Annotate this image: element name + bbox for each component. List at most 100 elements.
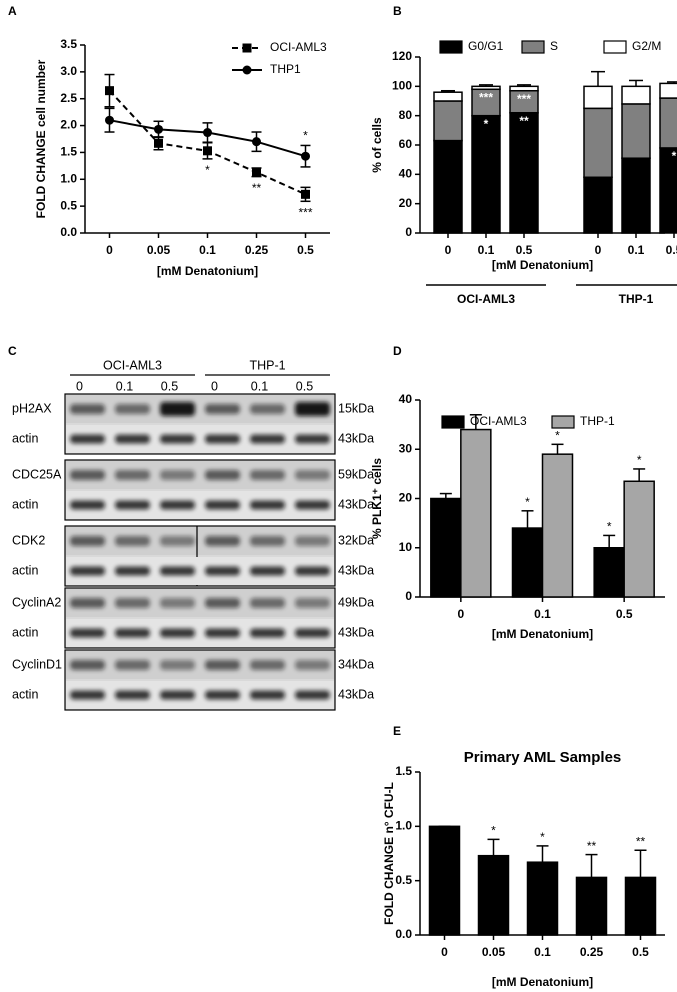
bar [621,157,651,234]
x-tick-label: 0.1 [534,607,551,621]
bar [471,88,501,117]
error-bar [633,468,646,482]
protein-label: actin [12,431,38,445]
blot-band [160,690,195,700]
lane-label: 0.1 [116,379,133,393]
blot-band [160,660,195,670]
y-tick-label: 0.5 [395,873,412,887]
blot-band [205,404,240,414]
significance: * [607,520,612,534]
size-label: 43kDa [338,563,374,577]
y-tick-label: 20 [399,491,413,505]
blot-band [250,628,285,638]
blot-band [295,598,330,608]
y-axis-label: % PLK1⁺ cells [370,458,384,539]
blot-band [205,598,240,608]
legend-label: THP-1 [580,414,615,428]
bar [471,114,501,234]
size-label: 43kDa [338,687,374,701]
blot-band [70,660,105,670]
blot-band [70,536,105,546]
blot-band [160,536,195,546]
x-tick-label: 0.5 [632,945,649,959]
blot-band [295,660,330,670]
x-tick-label: 0.5 [516,243,533,257]
y-tick-label: 0.0 [60,225,77,239]
y-axis-label: FOLD CHANGE n° CFU-L [382,782,396,925]
y-tick-label: 40 [399,392,413,406]
y-tick-label: 2.0 [60,118,77,132]
panel-label: B [393,4,402,18]
error-bar [603,534,616,548]
legend-label: OCI-AML3 [270,40,327,54]
blot-band [205,566,240,576]
protein-label: actin [12,687,38,701]
blot-band [70,566,105,576]
x-tick-label: 0 [106,243,113,257]
blot-band [70,434,105,444]
y-tick-label: 0 [405,589,412,603]
protein-label: CyclinA2 [12,595,61,609]
y-tick-label: 10 [399,540,413,554]
legend-label: THP1 [270,62,301,76]
blot-band [115,536,150,546]
bar [477,854,510,936]
significance: ** [252,181,262,195]
x-tick-label: 0 [595,243,602,257]
blot-band [205,500,240,510]
bar [460,428,492,598]
size-label: 59kDa [338,467,374,481]
bar [430,497,462,598]
x-tick-label: 0.5 [616,607,633,621]
panel-label: D [393,344,402,358]
blot-band [250,470,285,480]
x-tick-label: 0 [441,945,448,959]
size-label: 49kDa [338,595,374,609]
protein-label: CyclinD1 [12,657,62,671]
y-tick-label: 1.5 [395,764,412,778]
y-tick-label: 20 [399,196,413,210]
bar [575,876,608,936]
blot-band [160,402,195,416]
blot-band [250,598,285,608]
blot-band [205,690,240,700]
blot-band [115,500,150,510]
blot-band [115,660,150,670]
marker [301,189,310,199]
x-axis-label: [mM Denatonium] [492,627,593,641]
lane-label: 0.1 [251,379,268,393]
blot-band [295,434,330,444]
y-axis-label: FOLD CHANGE cell number [34,59,48,218]
legend-label: S [550,39,558,53]
significance: ** [587,839,597,853]
bar [624,876,657,936]
panel-label: A [8,4,17,18]
bar [659,82,677,99]
panel-label: C [8,344,17,358]
significance: * [491,824,496,838]
group-label: THP-1 [619,292,654,306]
blot-band [115,566,150,576]
x-axis-label: [mM Denatonium] [492,975,593,989]
bar [511,527,544,598]
chart-title: Primary AML Samples [464,749,622,766]
bar [471,85,501,91]
group-label: OCI-AML3 [457,292,515,306]
y-tick-label: 30 [399,441,413,455]
y-tick-label: 100 [392,79,412,93]
y-tick-label: 120 [392,49,412,63]
significance: *** [479,90,493,104]
bar [433,100,463,142]
x-tick-label: 0.5 [666,243,677,257]
y-tick-label: 0.0 [395,927,412,941]
x-tick-label: 0.1 [628,243,645,257]
blot-band [250,536,285,546]
lane-label: 0 [211,379,218,393]
marker [252,137,261,147]
blot-band [205,660,240,670]
significance: *** [298,205,312,219]
error-bar [585,853,598,878]
y-tick-label: 0 [405,225,412,239]
blot-band [250,690,285,700]
